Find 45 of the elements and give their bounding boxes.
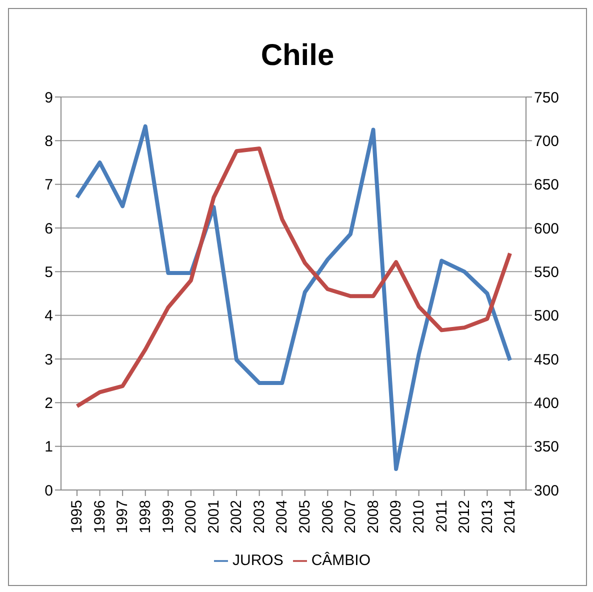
y2-tick-label: 300 <box>534 482 560 500</box>
y2-tick-label: 600 <box>534 220 560 238</box>
x-tick-label: 2006 <box>319 500 336 534</box>
x-tick-label: 2003 <box>250 500 268 534</box>
legend-label: JUROS <box>232 552 284 569</box>
x-tick-label: 1995 <box>68 500 86 534</box>
y-tick-label: 3 <box>44 351 53 368</box>
chart-title: Chile <box>260 39 336 74</box>
x-tick-label: 2008 <box>364 500 382 534</box>
x-tick-label: 1998 <box>137 500 154 534</box>
y2-tick-label: 350 <box>534 438 560 456</box>
x-tick-label: 2002 <box>228 500 246 534</box>
x-tick-label: 2007 <box>342 500 360 534</box>
y-tick-label: 1 <box>44 438 53 456</box>
y-tick-label: 2 <box>44 394 53 412</box>
x-tick-label: 2014 <box>502 500 519 534</box>
x-tick-label: 1996 <box>91 500 108 534</box>
x-tick-label: 2013 <box>478 500 496 534</box>
y2-tick-label: 500 <box>534 308 560 325</box>
x-tick-label: 2010 <box>410 500 428 534</box>
x-tick-label: 2000 <box>182 500 200 534</box>
y2-tick-label: 750 <box>534 89 560 106</box>
y-tick-label: 4 <box>44 308 53 325</box>
x-tick-label: 1997 <box>114 500 132 534</box>
x-tick-label: 2005 <box>296 500 314 534</box>
line-series <box>75 146 512 408</box>
y2-tick-label: 550 <box>534 264 560 281</box>
x-tick-label: 2004 <box>274 500 291 534</box>
y-tick-label: 5 <box>44 264 53 281</box>
x-tick-label: 2012 <box>456 500 474 534</box>
x-tick-label: 2011 <box>433 500 450 532</box>
y-tick-label: 8 <box>44 132 53 150</box>
x-tick-label: 2001 <box>205 500 222 534</box>
y-tick-label: 6 <box>44 220 53 238</box>
y2-tick-label: 650 <box>534 176 560 194</box>
legend-label: CÂMBIO <box>311 552 371 569</box>
x-tick-label: 2009 <box>388 500 405 534</box>
y2-tick-label: 700 <box>534 132 560 150</box>
y2-tick-label: 450 <box>534 351 560 368</box>
line-series <box>75 124 512 472</box>
x-tick-label: 1999 <box>160 500 177 534</box>
y2-tick-label: 400 <box>534 394 560 412</box>
y-tick-label: 7 <box>44 176 53 194</box>
y-tick-label: 9 <box>44 89 53 106</box>
y-tick-label: 0 <box>44 482 53 500</box>
